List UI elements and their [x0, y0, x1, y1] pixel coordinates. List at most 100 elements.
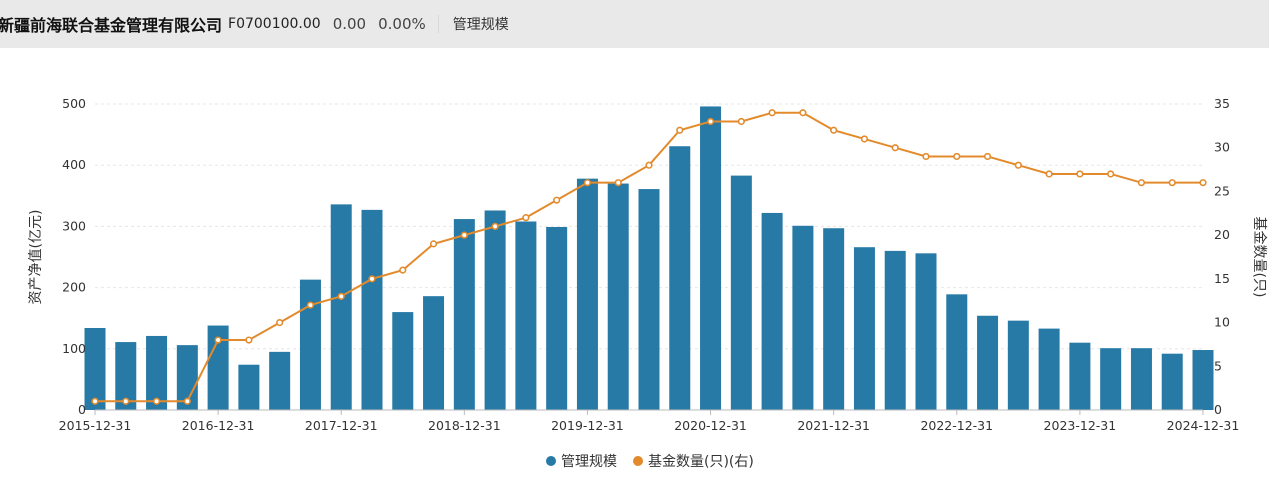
bar — [423, 296, 445, 410]
line-point — [891, 144, 899, 152]
legend-bar-label: 管理规模 — [561, 454, 617, 470]
x-tick-label: 2022-12-31 — [920, 418, 993, 433]
y-right-tick-label: 5 — [1214, 358, 1222, 373]
bar — [915, 253, 937, 410]
line-point — [152, 397, 161, 405]
bar — [1192, 350, 1214, 410]
bar — [576, 178, 598, 410]
y-right-tick-label: 25 — [1214, 183, 1230, 198]
line-point — [1045, 170, 1053, 178]
line-point — [706, 117, 715, 126]
line-point — [799, 109, 807, 117]
bar — [1038, 328, 1060, 410]
x-tick-label: 2023-12-31 — [1044, 418, 1117, 433]
legend-item-line[interactable]: 基金数量(只)(右) — [633, 453, 754, 470]
bar — [1100, 348, 1122, 410]
legend-item-bar[interactable]: 管理规模 — [546, 454, 617, 470]
chart-header: 新疆前海联合基金管理有限公司 F0700100.00 0.00 0.00% 管理… — [0, 0, 1269, 48]
bar — [823, 228, 845, 410]
y-right-tick-label: 20 — [1214, 227, 1230, 242]
line-point — [460, 231, 468, 239]
line-point — [522, 214, 530, 222]
line-point — [214, 336, 222, 344]
line-point — [1137, 179, 1146, 187]
scale-chart: 0 100 200 300 400 500 0 5 10 15 20 25 30 35 2015-12-31… — [28, 96, 1268, 470]
line-point — [676, 126, 684, 134]
x-tick-label: 2016-12-31 — [182, 418, 255, 433]
bar — [884, 250, 906, 410]
line-point — [122, 397, 130, 405]
line-point — [583, 179, 592, 187]
bar — [115, 342, 137, 410]
line-point — [399, 266, 407, 274]
y-axis-right-title: 基金数量(只) — [1251, 217, 1268, 298]
bar — [546, 227, 568, 410]
y-left-tick-label: 0 — [78, 402, 86, 417]
y-left-tick-label: 500 — [62, 96, 86, 111]
line-point — [276, 318, 284, 327]
line-series — [91, 109, 1207, 405]
line-point — [429, 240, 438, 248]
bar — [484, 210, 506, 410]
bar — [669, 146, 691, 410]
y-right-tick-label: 15 — [1214, 271, 1230, 286]
bar — [638, 189, 660, 410]
line-point — [614, 179, 622, 187]
bar — [977, 315, 999, 410]
line-point — [553, 196, 561, 204]
y-right-tick-label: 30 — [1214, 140, 1230, 155]
axes: 0 100 200 300 400 500 0 5 10 15 20 25 30 35 2015-12-31… — [59, 96, 1240, 433]
line-point — [337, 292, 345, 300]
x-tick-label: 2024-12-31 — [1167, 418, 1240, 433]
bar — [238, 364, 260, 410]
bar — [853, 247, 875, 410]
y-axis-left-title: 资产净值(亿元) — [28, 210, 44, 305]
bar — [207, 325, 229, 410]
x-tick-label: 2015-12-31 — [59, 418, 132, 433]
legend: 管理规模 基金数量(只)(右) — [546, 453, 754, 470]
bar — [730, 175, 752, 410]
line-point — [368, 275, 376, 283]
tab-management-scale[interactable]: 管理规模 — [452, 17, 509, 33]
x-tick-label: 2019-12-31 — [551, 418, 624, 433]
y-right-tick-label: 35 — [1214, 96, 1230, 111]
line-point — [953, 152, 961, 161]
y-left-tick-label: 400 — [62, 157, 86, 172]
header-divider — [437, 15, 439, 33]
bar — [176, 345, 198, 410]
line-point — [922, 152, 930, 161]
x-tick-label: 2021-12-31 — [797, 418, 870, 433]
line-point — [306, 301, 315, 309]
legend-bar-marker — [546, 456, 556, 466]
bar-series — [84, 106, 1214, 410]
y-left-tick-label: 300 — [62, 218, 86, 233]
line-point — [91, 397, 99, 405]
company-name: 新疆前海联合基金管理有限公司 — [0, 16, 223, 35]
bar — [299, 279, 321, 410]
bar — [607, 183, 629, 410]
line-point — [1168, 179, 1176, 187]
bar — [392, 312, 414, 410]
bar — [946, 294, 968, 410]
line-point — [1014, 161, 1022, 169]
line-point — [645, 161, 653, 169]
bar — [453, 219, 475, 410]
bar — [1069, 342, 1091, 410]
bar — [146, 335, 168, 410]
price-value: 0.00 — [332, 15, 367, 33]
security-code: F0700100.00 — [228, 16, 321, 32]
line-point — [1076, 170, 1084, 178]
line-point — [183, 397, 191, 405]
y-left-tick-label: 200 — [62, 280, 86, 295]
change-percent: 0.00% — [378, 15, 426, 33]
bar — [761, 212, 783, 410]
x-tick-label: 2017-12-31 — [305, 418, 378, 433]
bar — [700, 106, 722, 410]
line-point — [1107, 170, 1115, 178]
line-point — [768, 109, 776, 117]
bar — [1007, 320, 1029, 410]
bar — [1130, 348, 1152, 410]
bar — [361, 209, 383, 410]
y-left-tick-label: 100 — [62, 341, 86, 356]
line-point — [983, 152, 992, 161]
